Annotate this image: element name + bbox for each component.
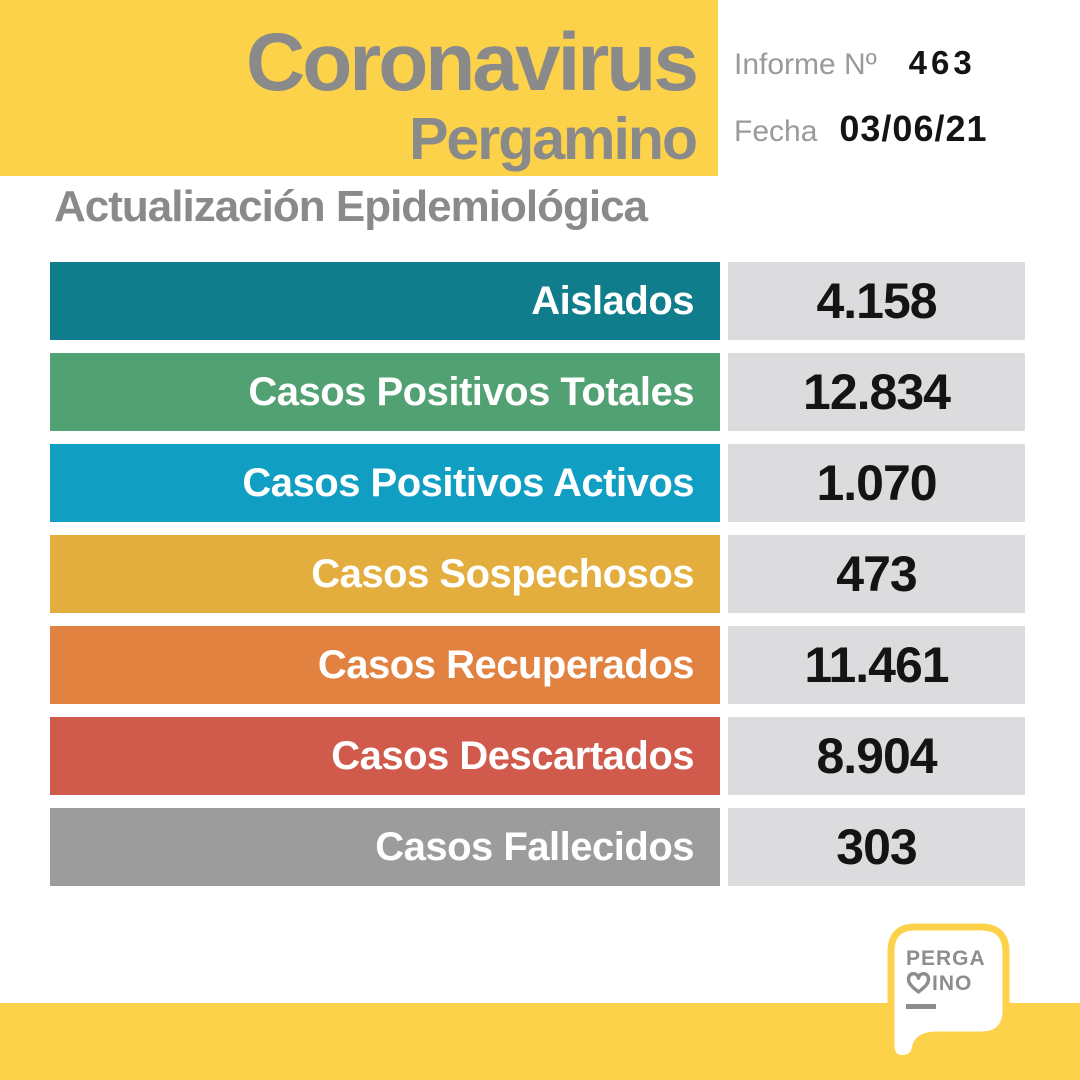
heart-icon [906,972,932,995]
row-casos-sospechosos: Casos Sospechosos 473 [0,535,1080,613]
row-label-bar: Casos Recuperados [50,626,720,704]
logo-underline [906,1004,936,1009]
row-label-bar: Casos Positivos Totales [50,353,720,431]
row-casos-positivos-totales: Casos Positivos Totales 12.834 [0,353,1080,431]
row-label-bar: Casos Positivos Activos [50,444,720,522]
row-value: 303 [836,819,917,875]
row-label-bar: Aislados [50,262,720,340]
report-date-value: 03/06/21 [839,108,988,149]
row-value: 12.834 [803,364,951,420]
row-label: Casos Positivos Totales [248,369,694,414]
row-label: Aislados [531,278,694,323]
row-casos-positivos-activos: Casos Positivos Activos 1.070 [0,444,1080,522]
row-label-bar: Casos Fallecidos [50,808,720,886]
row-label: Casos Positivos Activos [242,460,694,505]
row-casos-descartados: Casos Descartados 8.904 [0,717,1080,795]
logo-text-ino: INO [932,972,973,995]
row-casos-recuperados: Casos Recuperados 11.461 [0,626,1080,704]
row-casos-fallecidos: Casos Fallecidos 303 [0,808,1080,886]
report-date-label: Fecha [734,115,818,148]
row-value-cell: 303 [728,808,1025,886]
row-value-cell: 473 [728,535,1025,613]
row-label-bar: Casos Descartados [50,717,720,795]
report-number-line: Informe Nº 463 [734,44,976,82]
section-title: Actualización Epidemiológica [54,182,648,231]
title-coronavirus: Coronavirus [246,17,699,108]
row-value: 4.158 [816,273,937,329]
row-label-bar: Casos Sospechosos [50,535,720,613]
page-title: Coronavirus Pergamino [0,17,699,172]
speech-bubble-icon [887,923,1010,1062]
row-label: Casos Descartados [331,733,694,778]
title-pergamino: Pergamino [409,106,698,172]
report-number-value: 463 [908,44,976,81]
row-value-cell: 8.904 [728,717,1025,795]
report-date-line: Fecha 03/06/21 [734,108,988,150]
logo-line2: INO [906,972,986,995]
row-value-cell: 12.834 [728,353,1025,431]
report-number-label: Informe Nº [734,48,877,81]
row-value: 1.070 [816,455,937,511]
logo-text-perga: PERGA [906,947,986,970]
row-value-cell: 4.158 [728,262,1025,340]
row-label: Casos Recuperados [317,642,695,687]
row-value: 8.904 [816,728,937,784]
row-value-cell: 11.461 [728,626,1025,704]
row-aislados: Aislados 4.158 [0,262,1080,340]
row-value: 473 [836,546,917,602]
row-label: Casos Sospechosos [311,551,694,596]
row-value-cell: 1.070 [728,444,1025,522]
logo-wordmark: PERGA INO [906,948,986,1009]
row-label: Casos Fallecidos [375,824,694,869]
row-value: 11.461 [804,637,949,693]
header-band: Coronavirus Pergamino [0,0,718,176]
